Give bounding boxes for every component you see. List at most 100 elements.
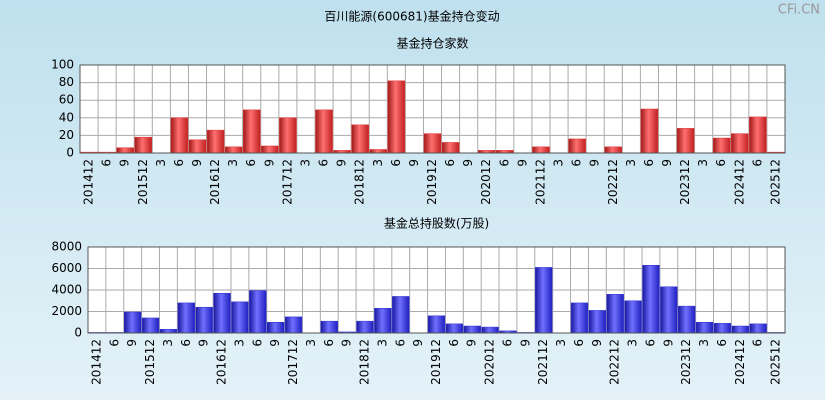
- x-tick-label: 9: [340, 339, 354, 347]
- bar: [731, 325, 749, 334]
- x-tick-label: 202312: [679, 339, 693, 385]
- bar: [188, 139, 207, 154]
- bar: [642, 265, 660, 334]
- bar: [195, 306, 213, 334]
- bar: [356, 320, 374, 334]
- bar: [749, 323, 767, 334]
- x-tick-label: 201412: [89, 339, 103, 385]
- y-tick-label: 20: [59, 128, 74, 142]
- x-tick-label: 6: [572, 339, 586, 347]
- x-tick-label: 3: [371, 159, 385, 167]
- plot-border: [87, 246, 786, 334]
- x-tick-label: 6: [172, 159, 186, 167]
- x-tick-label: 202012: [479, 159, 493, 205]
- bar: [284, 316, 303, 334]
- x-tick-label: 6: [714, 159, 728, 167]
- bar: [568, 138, 586, 154]
- bar: [445, 323, 464, 334]
- x-tick-label: 9: [335, 159, 349, 167]
- bar: [713, 323, 732, 334]
- chart-title: 基金持仓家数: [396, 36, 468, 51]
- bar: [141, 317, 160, 334]
- x-tick-label: 3: [226, 159, 240, 167]
- bar: [267, 322, 285, 334]
- x-tick-label: 201912: [425, 159, 439, 205]
- x-tick-label: 6: [322, 339, 336, 347]
- bar: [134, 136, 153, 154]
- watermark: CFi.CN: [778, 3, 820, 18]
- x-tick-label: 6: [570, 159, 584, 167]
- x-tick-label: 202312: [678, 159, 692, 205]
- x-tick-label: 6: [643, 339, 657, 347]
- y-tick-label: 8000: [51, 240, 82, 254]
- x-tick-label: 202112: [536, 339, 550, 385]
- y-tick-label: 60: [59, 93, 74, 107]
- x-tick-label: 3: [375, 339, 389, 347]
- x-tick-label: 9: [118, 159, 132, 167]
- bar: [387, 80, 406, 154]
- x-tick-label: 3: [696, 159, 710, 167]
- x-tick-label: 9: [518, 339, 532, 347]
- bar: [660, 286, 678, 334]
- x-tick-label: 3: [298, 159, 312, 167]
- bar: [374, 308, 392, 334]
- x-tick-label: 3: [232, 339, 246, 347]
- x-tick-label: 202212: [608, 339, 622, 385]
- x-tick-label: 3: [624, 159, 638, 167]
- x-tick-label: 201712: [280, 159, 294, 205]
- bar: [749, 116, 767, 154]
- y-tick-label: 40: [59, 110, 74, 124]
- x-tick-label: 6: [447, 339, 461, 347]
- bar: [427, 315, 446, 334]
- x-tick-label: 9: [125, 339, 139, 347]
- x-tick-label: 202212: [606, 159, 620, 205]
- bar: [570, 302, 589, 334]
- bar: [170, 117, 189, 154]
- x-tick-label: 9: [197, 339, 211, 347]
- bar: [731, 133, 749, 154]
- x-tick-label: 9: [588, 159, 602, 167]
- bar: [640, 108, 659, 154]
- bar: [242, 109, 261, 154]
- bar: [481, 326, 499, 334]
- x-tick-label: 9: [515, 159, 529, 167]
- x-tick-label: 201912: [429, 339, 443, 385]
- x-tick-label: 201412: [82, 159, 96, 205]
- y-tick-label: 4000: [51, 283, 82, 297]
- x-tick-label: 3: [626, 339, 640, 347]
- x-tick-label: 201512: [136, 159, 150, 205]
- y-tick-label: 80: [59, 75, 74, 89]
- bar: [279, 117, 297, 154]
- x-tick-label: 201712: [286, 339, 300, 385]
- bar: [695, 322, 714, 334]
- chart-title: 基金总持股数(万股): [384, 216, 489, 231]
- x-tick-label: 6: [750, 159, 764, 167]
- y-tick-label: 2000: [51, 304, 82, 318]
- x-tick-label: 202512: [768, 159, 782, 205]
- bar: [624, 300, 642, 334]
- x-tick-label: 9: [407, 159, 421, 167]
- y-tick-label: 6000: [51, 261, 82, 275]
- bar: [116, 147, 134, 154]
- y-tick-label: 0: [74, 326, 82, 340]
- x-tick-label: 6: [642, 159, 656, 167]
- bar: [224, 146, 243, 154]
- bar: [712, 137, 731, 154]
- x-tick-label: 9: [465, 339, 479, 347]
- x-tick-label: 9: [262, 159, 276, 167]
- x-tick-label: 9: [660, 159, 674, 167]
- bar: [315, 109, 333, 154]
- x-tick-label: 202012: [483, 339, 497, 385]
- bar: [261, 145, 279, 154]
- bar: [231, 301, 249, 334]
- bar: [535, 267, 553, 334]
- bar: [392, 296, 410, 334]
- bar: [606, 294, 624, 334]
- x-tick-label: 201612: [208, 159, 222, 205]
- bar: [423, 133, 442, 154]
- x-tick-label: 9: [590, 339, 604, 347]
- x-tick-label: 9: [661, 339, 675, 347]
- bar: [320, 320, 338, 334]
- x-tick-label: 6: [179, 339, 193, 347]
